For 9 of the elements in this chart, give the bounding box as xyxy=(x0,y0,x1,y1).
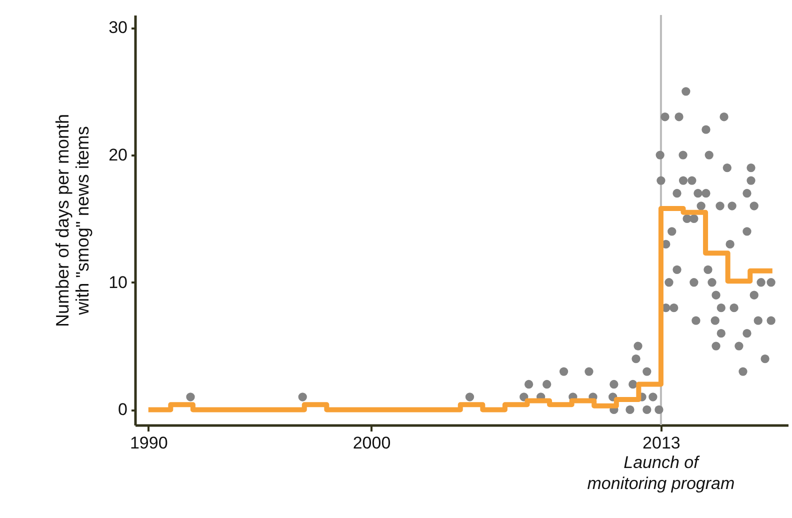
x-tick-label: 2013 xyxy=(642,434,680,452)
y-axis-title: Number of days per month with "smog" news items xyxy=(52,114,93,328)
ref-line-label: Launch of monitoring program xyxy=(587,453,735,493)
y-tick-label: 20 xyxy=(108,146,128,165)
x-tick-label: 1990 xyxy=(130,434,168,452)
x-tick-label: 2000 xyxy=(352,434,391,452)
y-tick-label: 0 xyxy=(118,400,128,420)
y-tick-label: 10 xyxy=(108,272,128,292)
y-tick-label: 30 xyxy=(108,18,128,38)
